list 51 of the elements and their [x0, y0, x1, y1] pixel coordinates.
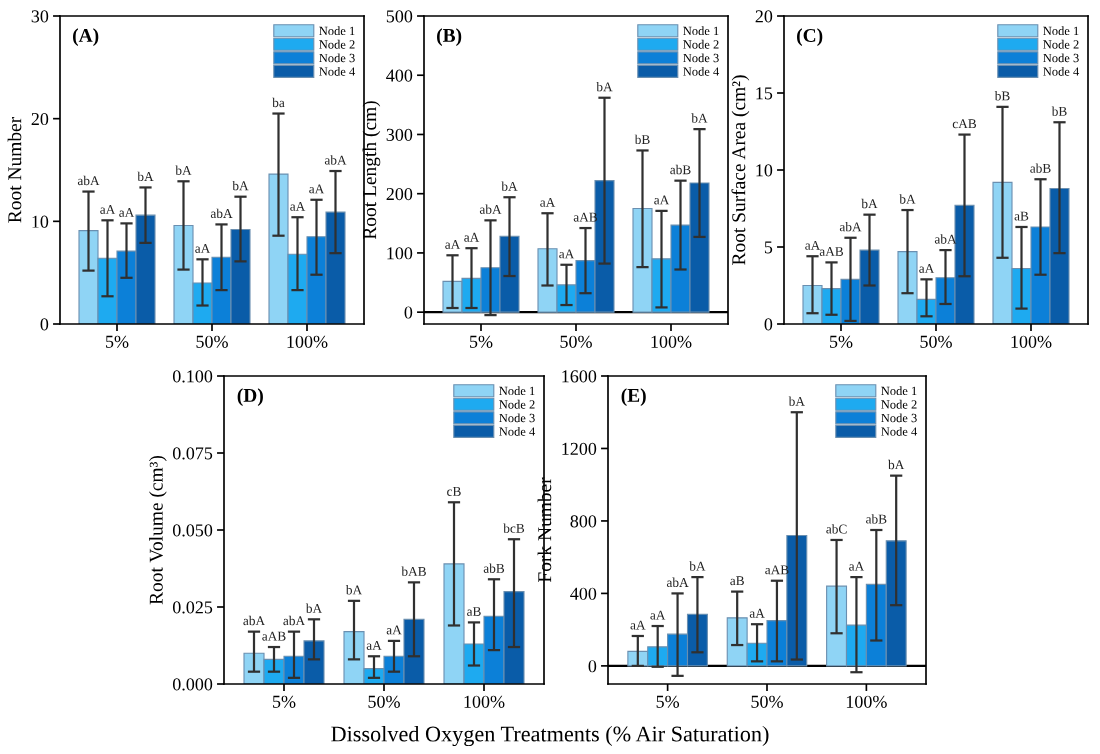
- y-tick-label: 200: [386, 187, 413, 201]
- text: (B): [437, 28, 462, 46]
- y-tick-label: 0.025: [172, 601, 213, 614]
- x-tick-label: 100%: [846, 695, 887, 708]
- x-tick-label: 5%: [273, 695, 296, 708]
- y-tick-label: 0: [764, 318, 773, 331]
- x-tick-label: 5%: [106, 335, 129, 348]
- y-tick-label: 100: [387, 247, 413, 260]
- y-tick-label: 500: [386, 10, 413, 23]
- x-tick-label: 100%: [287, 335, 328, 348]
- y-tick-label: 0: [40, 318, 49, 331]
- y-tick-label: 10: [32, 215, 49, 228]
- text: (D): [237, 388, 263, 406]
- y-tick-label: 15: [756, 87, 773, 100]
- x-tick-label: 5%: [470, 335, 493, 348]
- x-tick-label: 5%: [830, 335, 853, 348]
- x-tick-label: 50%: [368, 695, 400, 708]
- y-tick-label: 0: [588, 660, 597, 673]
- y-tick-label: 20: [755, 10, 773, 23]
- y-tick-label: 0.050: [172, 524, 213, 537]
- x-tick-label: 50%: [196, 335, 228, 348]
- y-axis-title: Root Length (cm): [362, 101, 381, 240]
- x-axis-title: Dissolved Oxygen Treatments (% Air Saturation): [331, 725, 769, 747]
- y-tick-label: 0: [404, 306, 413, 319]
- y-tick-label: 400: [386, 69, 413, 82]
- y-axis-title: Root Volume (cm³): [149, 455, 167, 605]
- y-tick-label: 1200: [562, 442, 597, 455]
- x-tick-label: 100%: [1011, 335, 1052, 348]
- x-tick-label: 50%: [751, 695, 783, 708]
- y-tick-label: 1600: [562, 370, 597, 383]
- text: (A): [73, 28, 99, 46]
- x-tick-label: 5%: [656, 695, 680, 708]
- y-tick-label: 300: [386, 128, 413, 141]
- y-axis-title: Root Number: [7, 116, 22, 223]
- x-tick-label: 100%: [464, 695, 505, 708]
- y-axis-title: Root Surface Area (cm²): [731, 75, 750, 265]
- y-axis-title: Fork Number: [537, 477, 552, 583]
- y-tick-label: 0.075: [172, 447, 213, 460]
- y-tick-label: 400: [570, 587, 597, 600]
- x-tick-label: 50%: [560, 335, 592, 348]
- y-tick-label: 20: [31, 112, 49, 126]
- y-tick-label: 30: [31, 10, 49, 23]
- text: (C): [797, 28, 823, 46]
- x-tick-label: 50%: [920, 335, 952, 348]
- y-tick-label: 0.100: [172, 370, 213, 383]
- y-tick-label: 10: [756, 164, 773, 177]
- y-tick-label: 0.000: [172, 678, 213, 691]
- x-tick-label: 100%: [651, 335, 692, 348]
- y-tick-label: 800: [570, 515, 597, 528]
- text: (E): [621, 388, 646, 406]
- y-tick-label: 5: [764, 241, 773, 254]
